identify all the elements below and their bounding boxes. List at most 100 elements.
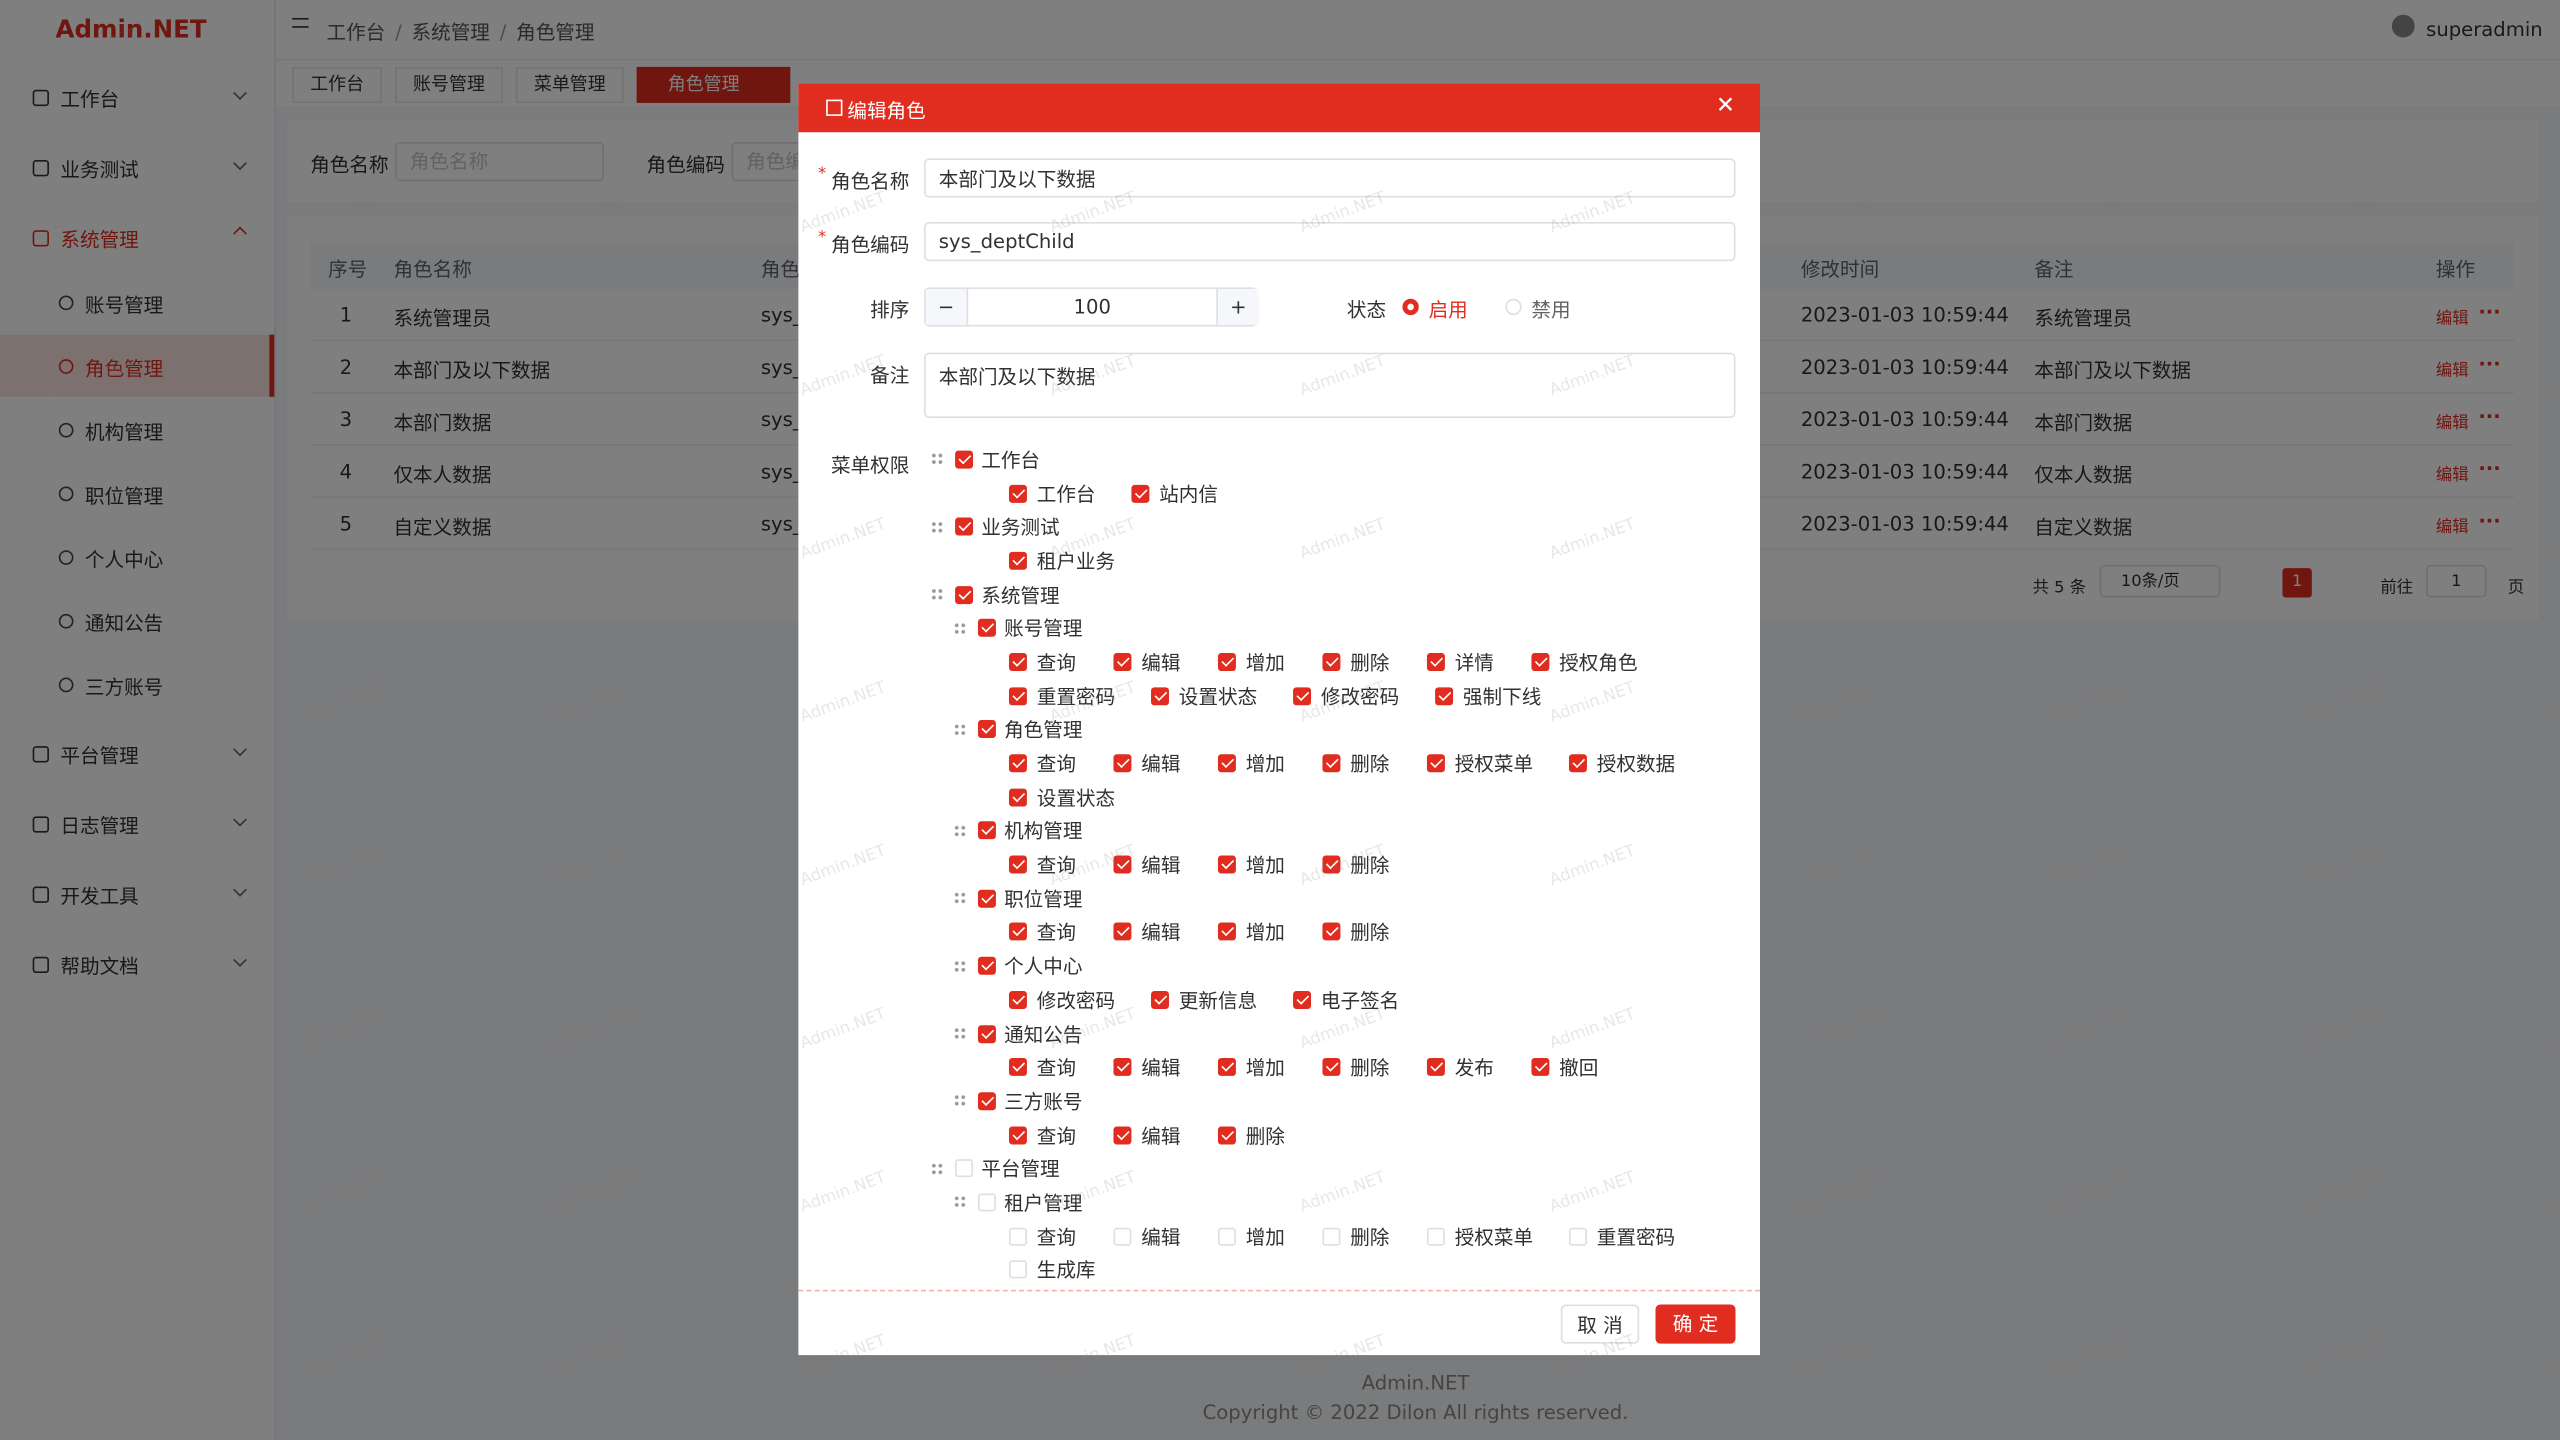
checkbox[interactable] <box>1008 653 1027 671</box>
checkbox[interactable] <box>1426 1227 1445 1246</box>
checkbox[interactable] <box>955 1159 974 1178</box>
increase-button[interactable]: + <box>1216 288 1259 325</box>
tree-label[interactable]: 增加 <box>1245 752 1285 776</box>
tree-label[interactable]: 撤回 <box>1559 1056 1599 1080</box>
tree-label[interactable]: 删除 <box>1350 1225 1390 1249</box>
checkbox[interactable] <box>1426 754 1445 773</box>
checkbox[interactable] <box>1008 1260 1027 1279</box>
checkbox[interactable] <box>1008 1227 1027 1246</box>
tree-label[interactable]: 编辑 <box>1141 752 1181 776</box>
checkbox[interactable] <box>977 1092 996 1111</box>
checkbox[interactable] <box>1217 1125 1236 1144</box>
tree-label[interactable]: 删除 <box>1350 752 1390 776</box>
checkbox[interactable] <box>1293 990 1312 1009</box>
tree-label[interactable]: 设置状态 <box>1178 685 1258 709</box>
tree-label[interactable]: 查询 <box>1036 651 1076 675</box>
checkbox[interactable] <box>1113 855 1132 874</box>
confirm-button[interactable]: 确 定 <box>1655 1304 1736 1344</box>
tree-label[interactable]: 查询 <box>1036 854 1076 877</box>
tree-label[interactable]: 通知公告 <box>1004 1022 1083 1046</box>
checkbox[interactable] <box>1322 1227 1341 1246</box>
checkbox[interactable] <box>955 517 974 536</box>
tree-label[interactable]: 电子签名 <box>1320 989 1400 1012</box>
tree-label[interactable]: 编辑 <box>1141 1124 1181 1148</box>
checkbox[interactable] <box>977 889 996 908</box>
checkbox[interactable] <box>1008 754 1027 773</box>
checkbox[interactable] <box>1008 855 1027 874</box>
checkbox[interactable] <box>1008 990 1027 1009</box>
checkbox[interactable] <box>1569 754 1587 773</box>
checkbox[interactable] <box>1151 686 1170 705</box>
checkbox[interactable] <box>977 1193 996 1212</box>
order-value[interactable]: 100 <box>1073 295 1111 319</box>
checkbox[interactable] <box>1426 653 1445 671</box>
checkbox[interactable] <box>1113 1058 1132 1077</box>
tree-label[interactable]: 增加 <box>1245 854 1285 877</box>
checkbox[interactable] <box>1008 686 1027 705</box>
tree-label[interactable]: 租户管理 <box>1004 1191 1083 1215</box>
checkbox[interactable] <box>1531 1058 1550 1077</box>
checkbox[interactable] <box>1131 484 1150 503</box>
cancel-button[interactable]: 取 消 <box>1560 1304 1640 1344</box>
tree-label[interactable]: 工作台 <box>981 448 1041 472</box>
checkbox[interactable] <box>1008 788 1027 807</box>
checkbox[interactable] <box>1322 1058 1341 1077</box>
tree-label[interactable]: 增加 <box>1245 1225 1285 1249</box>
radio-label[interactable]: 禁用 <box>1531 298 1571 322</box>
checkbox[interactable] <box>1217 1058 1236 1077</box>
tree-label[interactable]: 更新信息 <box>1178 989 1258 1012</box>
remark-textarea[interactable]: 本部门及以下数据 <box>924 352 1736 418</box>
tree-label[interactable]: 站内信 <box>1159 482 1219 506</box>
tree-label[interactable]: 职位管理 <box>1004 887 1083 911</box>
tree-label[interactable]: 删除 <box>1350 1056 1390 1080</box>
checkbox[interactable] <box>1217 754 1236 773</box>
tree-label[interactable]: 机构管理 <box>1004 820 1083 844</box>
tree-label[interactable]: 编辑 <box>1141 921 1181 945</box>
checkbox[interactable] <box>1008 1125 1027 1144</box>
tree-label[interactable]: 增加 <box>1245 1056 1285 1080</box>
tree-label[interactable]: 查询 <box>1036 1124 1076 1148</box>
checkbox[interactable] <box>977 720 996 739</box>
tree-label[interactable]: 个人中心 <box>1004 955 1083 979</box>
checkbox[interactable] <box>977 619 996 638</box>
checkbox[interactable] <box>1322 923 1341 942</box>
tree-label[interactable]: 删除 <box>1350 854 1390 877</box>
checkbox[interactable] <box>1151 990 1170 1009</box>
checkbox[interactable] <box>955 585 974 604</box>
decrease-button[interactable]: − <box>925 288 969 325</box>
tree-label[interactable]: 业务测试 <box>981 516 1060 540</box>
radio[interactable] <box>1505 298 1522 316</box>
tree-label[interactable]: 三方账号 <box>1004 1090 1083 1114</box>
code-input[interactable]: sys_deptChild <box>924 222 1736 262</box>
checkbox[interactable] <box>1113 653 1132 671</box>
tree-label[interactable]: 平台管理 <box>981 1158 1060 1181</box>
tree-label[interactable]: 查询 <box>1036 1056 1076 1080</box>
tree-label[interactable]: 设置状态 <box>1036 786 1116 810</box>
checkbox[interactable] <box>1008 551 1027 570</box>
tree-label[interactable]: 查询 <box>1036 1225 1076 1249</box>
tree-label[interactable]: 删除 <box>1350 651 1390 675</box>
tree-label[interactable]: 生成库 <box>1036 1259 1096 1283</box>
checkbox[interactable] <box>1217 855 1236 874</box>
tree-label[interactable]: 查询 <box>1036 921 1076 945</box>
tree-label[interactable]: 删除 <box>1350 921 1390 945</box>
tree-label[interactable]: 编辑 <box>1141 1225 1181 1249</box>
tree-label[interactable]: 编辑 <box>1141 854 1181 877</box>
checkbox[interactable] <box>1426 1058 1445 1077</box>
tree-label[interactable]: 编辑 <box>1141 1056 1181 1080</box>
tree-label[interactable]: 系统管理 <box>981 583 1060 607</box>
checkbox[interactable] <box>1113 754 1132 773</box>
tree-label[interactable]: 增加 <box>1245 651 1285 675</box>
checkbox[interactable] <box>1217 653 1236 671</box>
tree-label[interactable]: 授权菜单 <box>1454 1225 1534 1249</box>
name-input[interactable]: 本部门及以下数据 <box>924 158 1736 198</box>
checkbox[interactable] <box>1113 923 1132 942</box>
tree-label[interactable]: 编辑 <box>1141 651 1181 675</box>
checkbox[interactable] <box>1293 686 1312 705</box>
tree-label[interactable]: 授权数据 <box>1596 752 1676 776</box>
checkbox[interactable] <box>977 956 996 975</box>
checkbox[interactable] <box>1008 1058 1027 1077</box>
tree-label[interactable]: 授权菜单 <box>1454 752 1534 776</box>
checkbox[interactable] <box>1322 653 1341 671</box>
checkbox[interactable] <box>1531 653 1550 671</box>
